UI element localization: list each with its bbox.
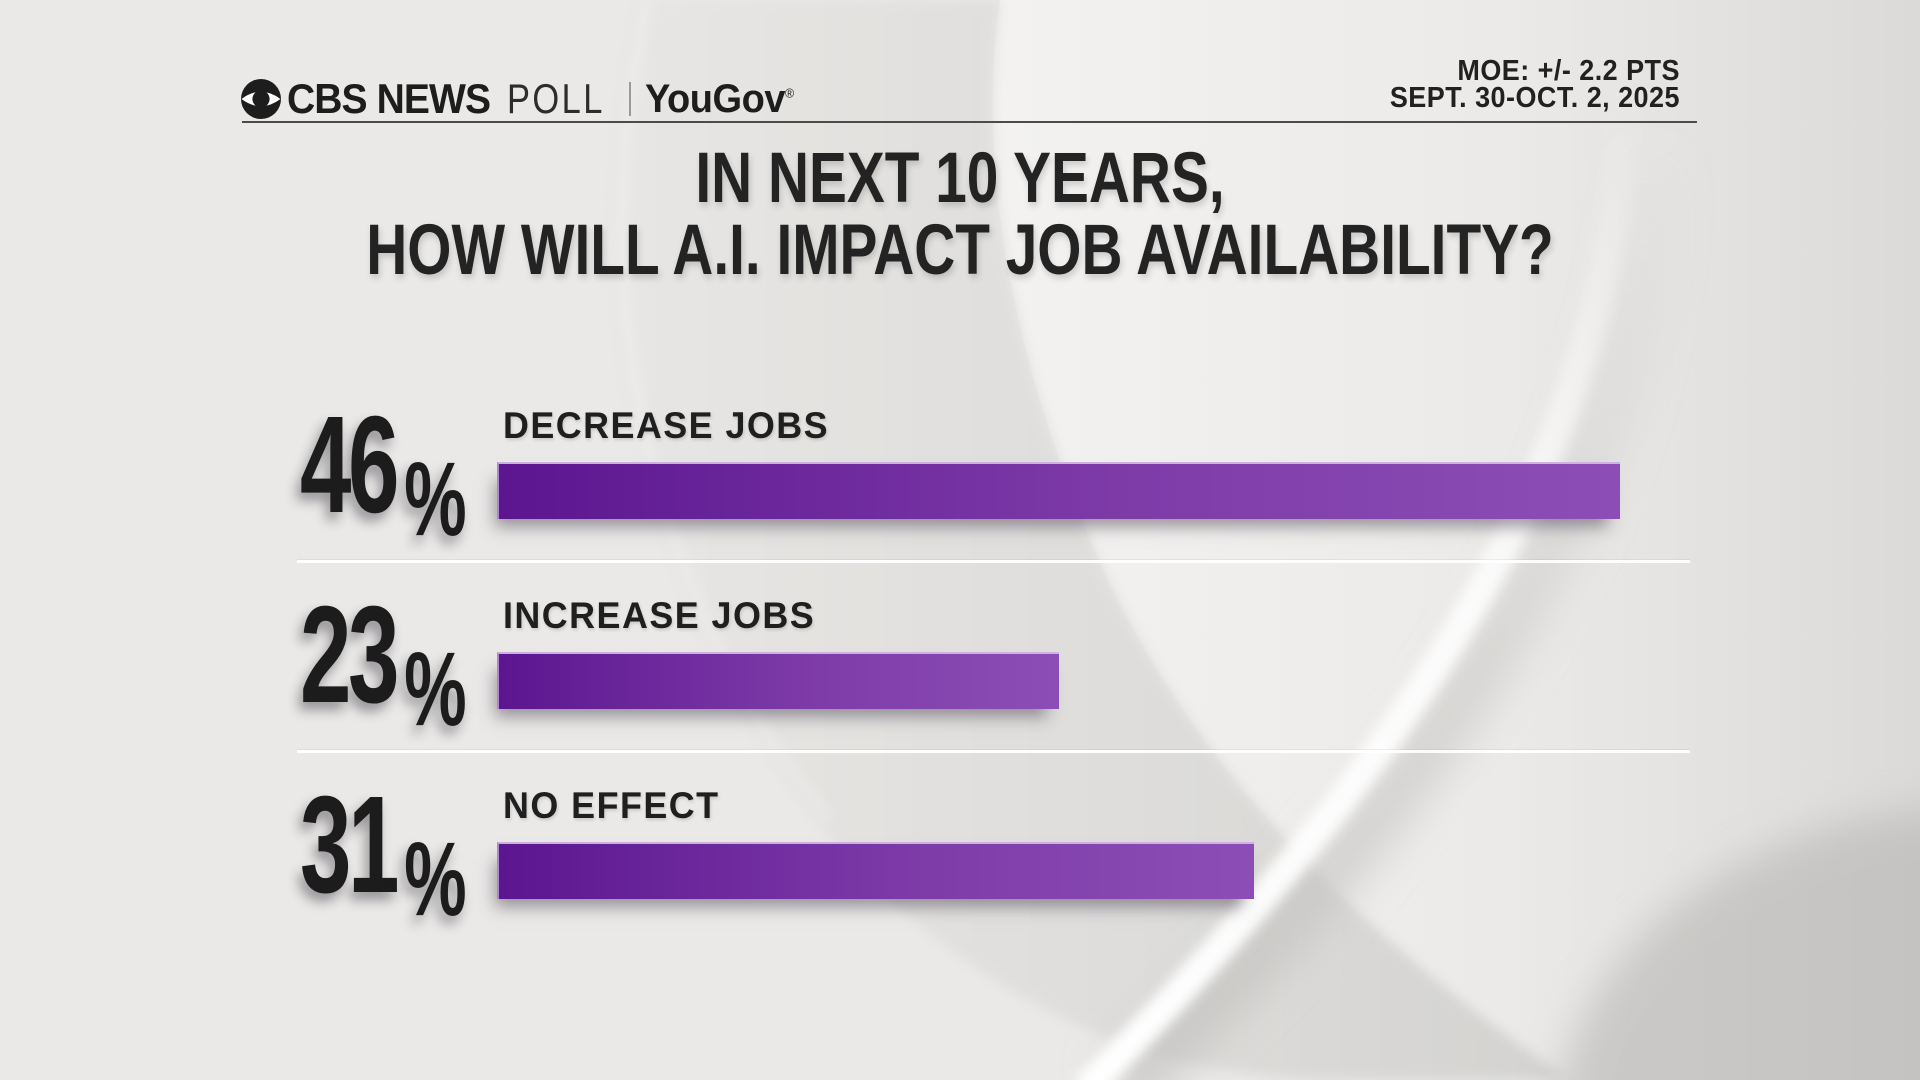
cbs-news-poll-logo: CBS NEWS POLL YouGov® xyxy=(240,75,801,122)
bar-increase-jobs xyxy=(497,652,1059,709)
row-separator xyxy=(297,560,1690,563)
row-separator xyxy=(297,750,1690,753)
label-increase-jobs: INCREASE JOBS xyxy=(503,595,816,636)
poll-wordmark: POLL xyxy=(507,75,606,122)
value-number: 23 xyxy=(300,578,399,732)
label-no-effect: NO EFFECT xyxy=(503,785,720,826)
moe-line: MOE: +/- 2.2 PTS xyxy=(1457,55,1680,87)
date-range-line: SEPT. 30-OCT. 2, 2025 xyxy=(1389,82,1680,114)
registered-trademark-icon: ® xyxy=(784,85,794,101)
percent-sign: % xyxy=(404,631,467,748)
value-increase-jobs: 23% xyxy=(300,578,467,767)
bar-decrease-jobs xyxy=(497,462,1620,519)
yougov-wordmark: YouGov® xyxy=(644,76,794,121)
logo-divider xyxy=(628,82,631,116)
poll-metadata: MOE: +/- 2.2 PTS SEPT. 30-OCT. 2, 2025 xyxy=(1389,55,1680,114)
title-line-1: IN NEXT 10 YEARS, xyxy=(695,139,1225,218)
value-number: 46 xyxy=(300,388,399,542)
bar-no-effect xyxy=(497,842,1254,899)
percent-sign: % xyxy=(404,441,467,558)
value-decrease-jobs: 46% xyxy=(300,388,467,577)
title-line-2: HOW WILL A.I. IMPACT JOB AVAILABILITY? xyxy=(366,211,1554,290)
cbs-eye-icon xyxy=(241,79,281,119)
page-title: IN NEXT 10 YEARS, HOW WILL A.I. IMPACT J… xyxy=(192,143,1728,287)
value-number: 31 xyxy=(300,768,399,922)
percent-sign: % xyxy=(404,821,467,938)
cbs-news-wordmark: CBS NEWS xyxy=(287,75,491,122)
label-decrease-jobs: DECREASE JOBS xyxy=(503,405,830,446)
value-no-effect: 31% xyxy=(300,768,467,957)
header-rule xyxy=(242,121,1697,123)
